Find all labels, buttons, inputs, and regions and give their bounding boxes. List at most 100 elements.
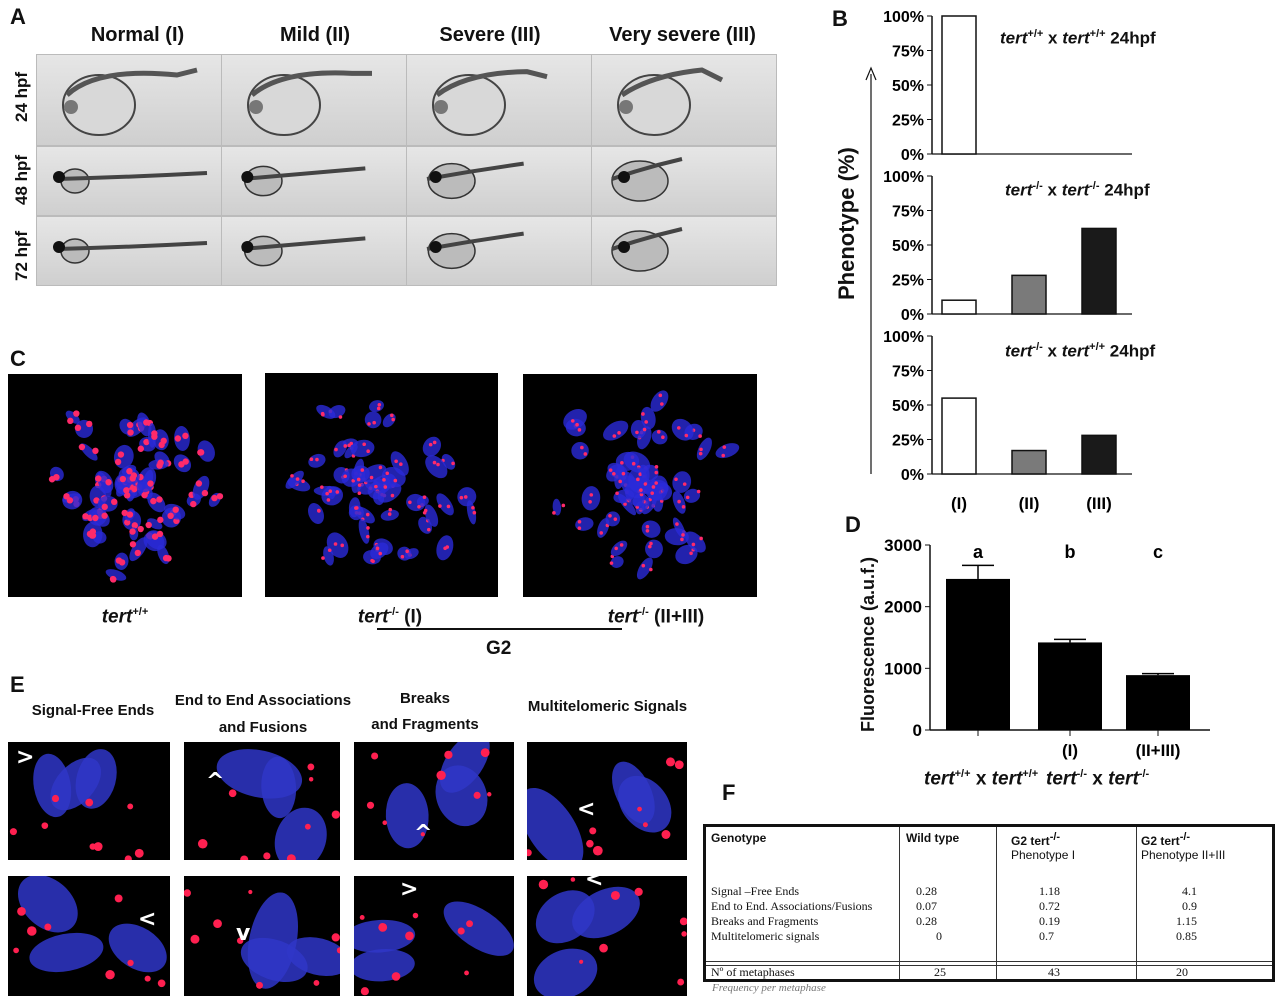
table-header-g2-ii-iii: G2 tert-/- Phenotype II+III — [1141, 831, 1226, 862]
arrowhead-marker: ^ — [414, 821, 432, 846]
col-header-very-severe: Very severe (III) — [609, 24, 756, 46]
bar — [941, 15, 977, 155]
panel-f-label: F — [722, 780, 736, 805]
bar — [941, 299, 977, 315]
y-tick-label: 2000 — [884, 598, 922, 617]
metaphase-image-g2-i — [265, 373, 498, 597]
panel-d-chart: 3000 2000 1000 0 a b c (I) (II+III) — [884, 536, 1210, 760]
row-label-72hpf: 72 hpf — [12, 230, 31, 281]
y-tick-label: 100% — [883, 169, 924, 186]
table-row-names: Signal –Free Ends End to End. Associatio… — [711, 884, 873, 943]
panel-d-label: D — [845, 512, 861, 537]
table-metaphases-wt: 25 — [934, 965, 946, 979]
embryo-image — [36, 216, 222, 286]
panel-b-title-3: tert-/- x tert+/+ 24hpf — [1005, 341, 1156, 361]
y-tick-label: 75% — [892, 364, 924, 381]
embryo-image — [406, 216, 592, 286]
chromosome-closeups: > ^ ^ < < v > < — [0, 740, 700, 1000]
embryo-image — [406, 54, 592, 146]
chromosome-closeup: > — [8, 742, 170, 860]
y-tick-label: 25% — [892, 273, 924, 290]
panel-e-label: E — [10, 672, 25, 697]
chromosome-closeup: < — [527, 742, 687, 860]
y-tick-label: 0% — [901, 147, 924, 164]
table-col-g2-ii-iii: 4.1 0.9 1.15 0.85 — [1176, 884, 1197, 943]
panel-b-title-1: tert+/+ x tert+/+ 24hpf — [1000, 28, 1156, 48]
y-tick-label: 50% — [892, 238, 924, 255]
x-tick-label: (III) — [1086, 494, 1112, 513]
bar — [1038, 642, 1102, 730]
x-tick-label: (I) — [1062, 741, 1078, 760]
arrowhead-marker: ^ — [206, 769, 224, 794]
x-tick-label: (I) — [951, 494, 967, 513]
y-tick-label: 25% — [892, 113, 924, 130]
header-fragments: and Fragments — [371, 716, 479, 733]
panel-b-chart: 100% 75% 50% 25% 0% 100% 75% 50% 25% 0% 100% 75% 50%… — [865, 9, 1132, 513]
table-metaphases-g2-ii-iii: 20 — [1176, 965, 1188, 979]
header-end-to-end: End to End Associations — [174, 692, 352, 709]
chromosome-closeup: ^ — [354, 742, 514, 860]
panel-c-label: C — [10, 346, 26, 371]
embryo-image — [221, 216, 407, 286]
g2-group-line — [377, 628, 622, 630]
panel-a-label: A — [10, 4, 26, 29]
panel-d-group-mut: tert-/- x tert-/- — [1046, 768, 1150, 790]
arrowhead-marker: < — [585, 876, 603, 892]
y-tick-label: 25% — [892, 433, 924, 450]
arrowhead-marker: < — [577, 797, 595, 822]
y-tick-label: 75% — [892, 44, 924, 61]
panel-d-group-wt: tert+/+ x tert+/+ — [924, 768, 1039, 790]
significance-letter: b — [1065, 542, 1076, 562]
bar — [1011, 274, 1047, 315]
panel-b-title-2: tert-/- x tert-/- 24hpf — [1005, 180, 1150, 200]
embryo-image — [591, 54, 777, 146]
metaphase-image-wt — [8, 374, 242, 597]
table-col-g2-i: 1.18 0.72 0.19 0.7 — [1039, 884, 1060, 943]
ylabel-arrowhead — [865, 66, 877, 81]
embryo-image — [36, 146, 222, 216]
x-tick-label: (II) — [1019, 494, 1040, 513]
chromosome-closeup: < — [527, 876, 687, 996]
arrowhead-marker: > — [16, 745, 34, 770]
col-header-normal: Normal (I) — [90, 24, 185, 46]
y-tick-label: 0% — [901, 467, 924, 484]
y-tick-label: 100% — [883, 329, 924, 346]
bar — [1081, 227, 1117, 315]
table-footnote: Frequency per metaphase — [712, 982, 826, 994]
col-header-mild: Mild (II) — [280, 24, 350, 46]
chromosome-closeup: < — [8, 876, 170, 996]
embryo-image — [591, 216, 777, 286]
embryo-image — [406, 146, 592, 216]
panel-b-label: B — [832, 6, 848, 31]
y-tick-label: 3000 — [884, 536, 922, 555]
y-tick-label: 0 — [913, 721, 922, 740]
col-header-severe: Severe (III) — [439, 24, 541, 46]
embryo-image — [221, 146, 407, 216]
bar — [946, 578, 1010, 730]
header-signal-free-ends: Signal-Free Ends — [31, 702, 155, 719]
row-label-48hpf: 48 hpf — [12, 154, 31, 205]
arrowhead-marker: > — [400, 877, 418, 902]
aberration-table: Genotype Wild type G2 tert-/- Phenotype I… — [703, 824, 1275, 982]
header-multitelomeric: Multitelomeric Signals — [527, 698, 688, 715]
y-tick-label: 100% — [883, 9, 924, 26]
y-tick-label: 1000 — [884, 659, 922, 678]
table-header-genotype: Genotype — [711, 831, 767, 845]
panel-d-ylabel: Fluorescence (a.u.f.) — [858, 556, 878, 732]
header-fusions: and Fusions — [218, 719, 308, 736]
chromosome-closeup: v — [184, 876, 340, 996]
chromosome-closeup: ^ — [184, 742, 340, 860]
table-metaphases-label: Nº of metaphases — [711, 965, 795, 979]
significance-letter: a — [973, 542, 984, 562]
significance-letter: c — [1153, 542, 1163, 562]
table-header-g2-i: G2 tert-/- Phenotype I — [1011, 831, 1076, 862]
embryo-image-grid — [36, 54, 777, 286]
y-tick-label: 50% — [892, 398, 924, 415]
chromosome-closeup: > — [354, 876, 514, 996]
row-label-24hpf: 24 hpf — [12, 71, 31, 122]
g2-group-label: G2 — [486, 638, 512, 659]
caption-wt: tert+/+ — [101, 606, 149, 628]
x-tick-label: (II+III) — [1136, 741, 1181, 760]
caption-g2-i: tert-/- (I) — [357, 606, 423, 628]
y-tick-label: 75% — [892, 204, 924, 221]
